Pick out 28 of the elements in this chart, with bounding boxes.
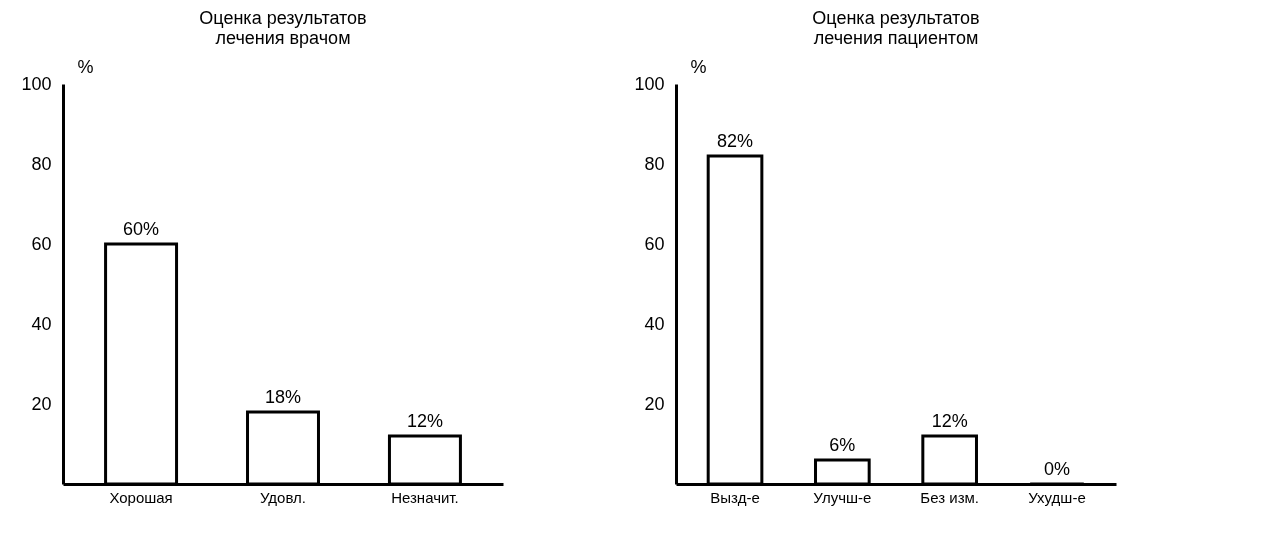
chart-title: Оценка результатов лечения пациентом [812,8,980,48]
y-tick-label: 40 [31,313,52,334]
y-tick-label: 80 [31,153,52,174]
y-tick-label: 20 [31,393,52,414]
x-tick-label: Улучш-е [813,488,872,506]
data-label: 18% [264,387,302,407]
x-tick-label: Вызд-е [710,488,760,506]
y-tick-label: 100 [634,73,665,94]
x-tick-label: Удовл. [260,488,306,506]
data-label: 0% [1043,459,1070,479]
y-axis-title: % [77,56,94,77]
y-tick-label: 60 [31,233,52,254]
x-tick-label: Без изм. [920,488,979,506]
y-tick-label: 40 [644,313,665,334]
data-label: 12% [931,411,968,431]
y-tick-label: 80 [644,153,665,174]
chart-title: Оценка результатов лечения врачом [199,8,367,48]
y-axis-title: % [690,56,707,77]
y-tick-label: 60 [644,233,665,254]
data-label: 82% [717,131,754,151]
x-tick-label: Ухудш-е [1028,488,1086,506]
data-label: 6% [829,435,856,455]
x-tick-label: Незначит. [391,488,459,506]
data-label: 60% [123,219,160,239]
y-tick-label: 100 [21,73,52,94]
x-tick-label: Хорошая [109,488,173,506]
data-label: 12% [406,411,443,431]
y-tick-label: 20 [644,393,665,414]
